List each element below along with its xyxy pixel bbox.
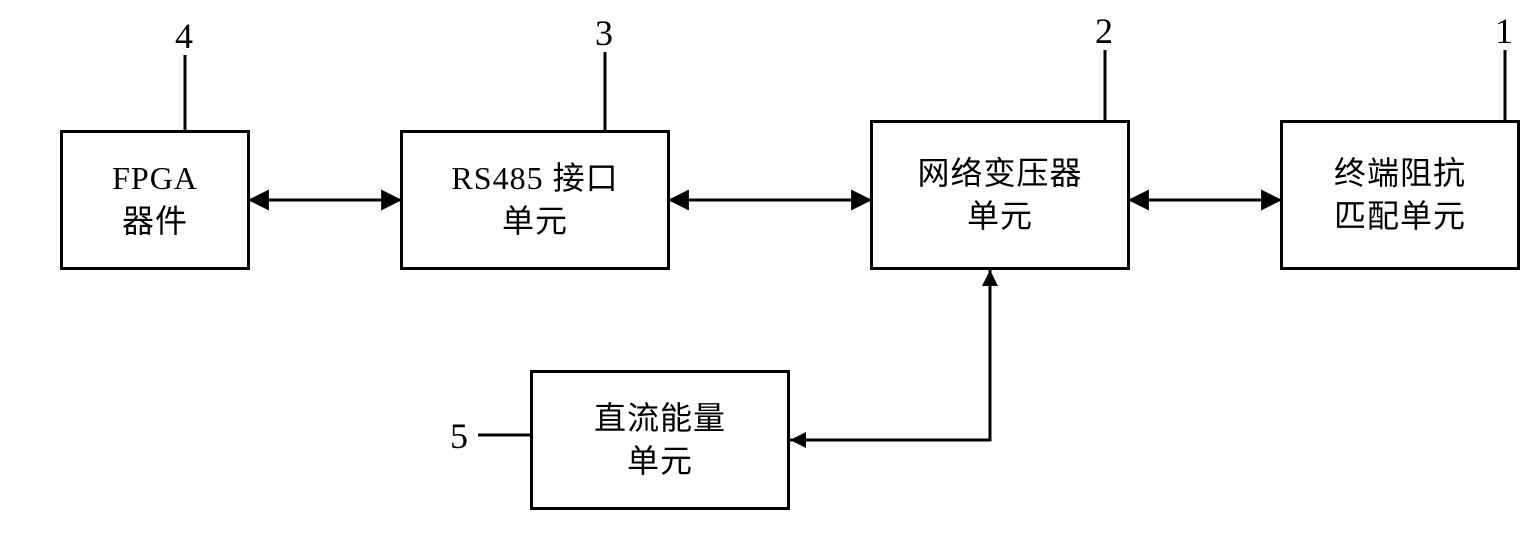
arrowhead-icon — [790, 432, 806, 448]
callout-5: 5 — [450, 415, 468, 457]
callout-2: 2 — [1095, 10, 1113, 52]
node-fpga-line2: 器件 — [122, 203, 188, 239]
node-rs485: RS485 接口 单元 — [400, 130, 670, 270]
node-dc-line2: 单元 — [627, 443, 693, 479]
node-dc-energy: 直流能量 单元 — [530, 370, 790, 510]
node-terminal-impedance: 终端阻抗 匹配单元 — [1280, 120, 1520, 270]
node-network-transformer: 网络变压器 单元 — [870, 120, 1130, 270]
node-rs485-line1: RS485 接口 — [451, 160, 618, 196]
callout-3: 3 — [595, 12, 613, 54]
diagram-canvas: FPGA 器件 RS485 接口 单元 网络变压器 单元 终端阻抗 匹配单元 直… — [0, 0, 1536, 550]
callout-4: 4 — [175, 15, 193, 57]
double-arrow-bent — [790, 270, 990, 440]
node-rs485-line2: 单元 — [502, 203, 568, 239]
node-net-xfmr-line1: 网络变压器 — [917, 155, 1082, 191]
node-term-imp-line1: 终端阻抗 — [1334, 155, 1466, 191]
node-fpga-line1: FPGA — [112, 160, 198, 196]
node-term-imp-line2: 匹配单元 — [1334, 198, 1466, 234]
node-fpga: FPGA 器件 — [60, 130, 250, 270]
node-dc-line1: 直流能量 — [594, 400, 726, 436]
callout-1: 1 — [1495, 10, 1513, 52]
node-net-xfmr-line2: 单元 — [967, 198, 1033, 234]
arrowhead-icon — [982, 270, 998, 286]
